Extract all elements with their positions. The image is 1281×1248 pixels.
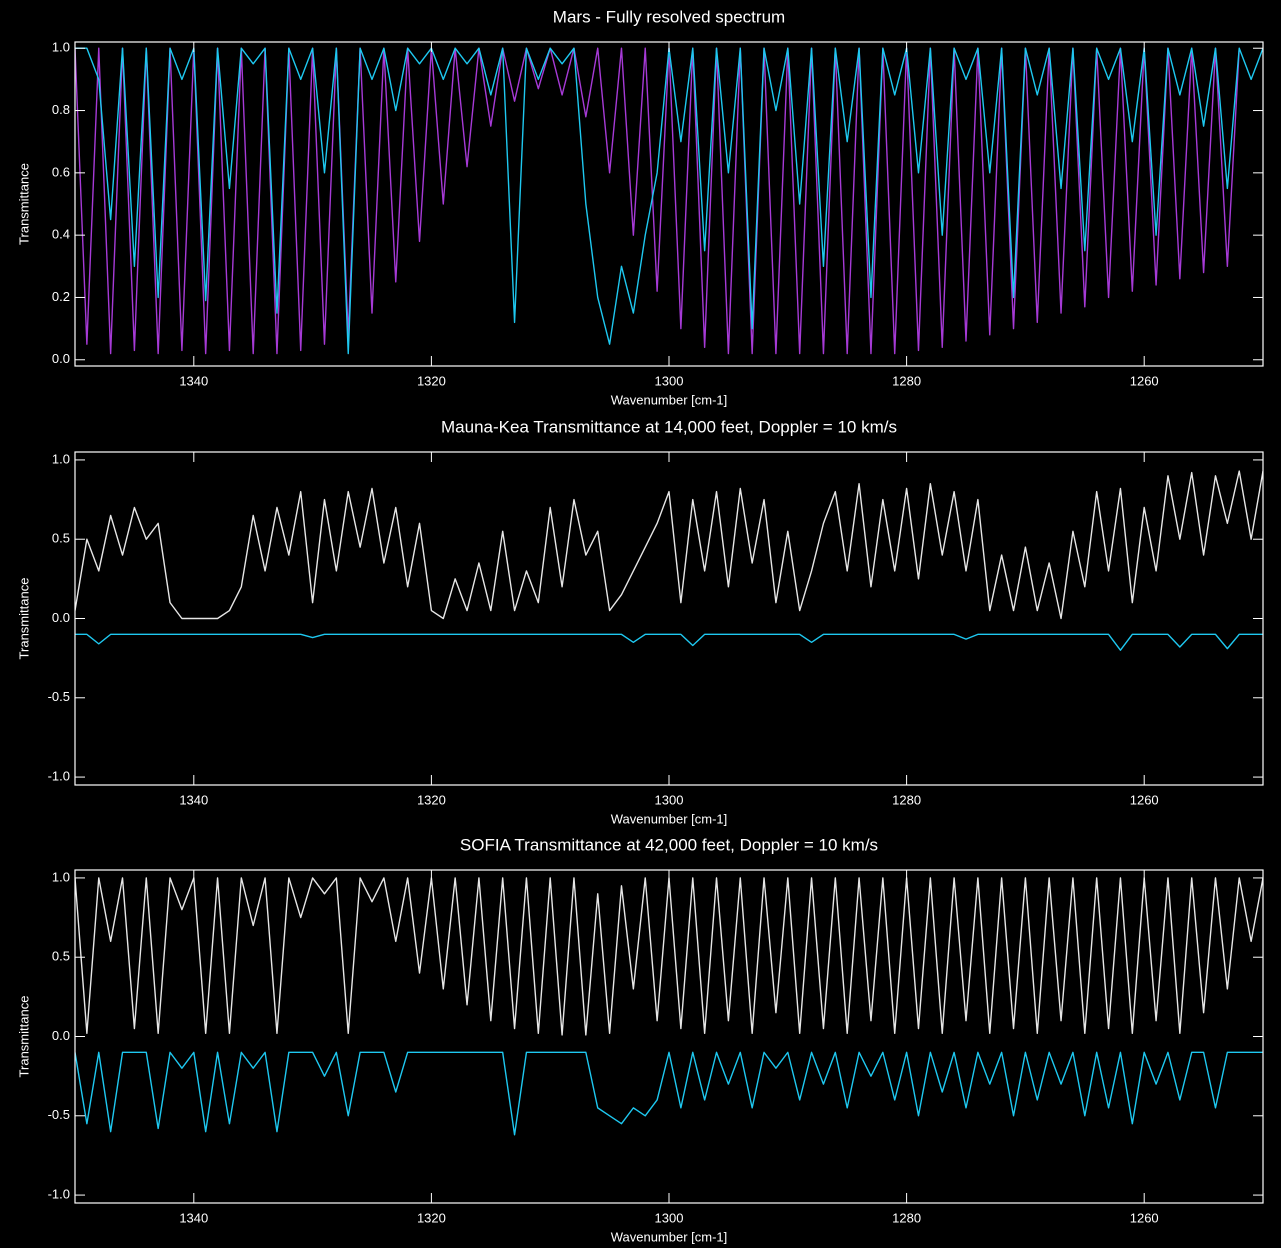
y-tick-label: -0.5 xyxy=(48,1107,70,1122)
spectrum-line xyxy=(75,633,1263,651)
y-tick-label: 0.8 xyxy=(52,102,70,117)
x-axis-label: Wavenumber [cm-1] xyxy=(611,392,728,407)
x-tick-label: 1320 xyxy=(417,792,446,807)
x-tick-label: 1300 xyxy=(655,373,684,388)
y-tick-label: -1.0 xyxy=(48,769,70,784)
y-tick-label: 0.5 xyxy=(52,949,70,964)
spectrum-line xyxy=(75,877,1263,1036)
plot-frame xyxy=(74,41,1264,367)
chart-title: SOFIA Transmittance at 42,000 feet, Dopp… xyxy=(460,835,878,854)
y-tick-label: 0.0 xyxy=(52,1028,70,1043)
x-tick-label: 1260 xyxy=(1130,1210,1159,1225)
x-tick-label: 1340 xyxy=(179,1210,208,1225)
spectrum-line xyxy=(75,470,1263,620)
y-tick-label: 1.0 xyxy=(52,40,70,55)
x-tick-label: 1300 xyxy=(655,792,684,807)
x-tick-label: 1340 xyxy=(179,792,208,807)
chart-title: Mauna-Kea Transmittance at 14,000 feet, … xyxy=(441,417,897,436)
plot-frame xyxy=(74,451,1264,786)
chart-title: Mars - Fully resolved spectrum xyxy=(553,7,785,26)
x-tick-label: 1280 xyxy=(892,792,921,807)
x-axis-label: Wavenumber [cm-1] xyxy=(611,811,728,826)
y-tick-label: 0.0 xyxy=(52,351,70,366)
y-tick-label: 0.5 xyxy=(52,531,70,546)
spectrum-line xyxy=(75,1051,1263,1136)
y-tick-label: 0.6 xyxy=(52,164,70,179)
x-tick-label: 1260 xyxy=(1130,792,1159,807)
plot-frame xyxy=(74,869,1264,1204)
y-tick-label: 1.0 xyxy=(52,869,70,884)
y-tick-label: 0.0 xyxy=(52,610,70,625)
x-tick-label: 1280 xyxy=(892,1210,921,1225)
y-tick-label: 0.2 xyxy=(52,289,70,304)
y-tick-label: -0.5 xyxy=(48,689,70,704)
x-axis-label: Wavenumber [cm-1] xyxy=(611,1229,728,1244)
x-tick-label: 1320 xyxy=(417,373,446,388)
spectrum-line xyxy=(75,47,1263,355)
x-tick-label: 1340 xyxy=(179,373,208,388)
x-tick-label: 1320 xyxy=(417,1210,446,1225)
x-tick-label: 1300 xyxy=(655,1210,684,1225)
y-axis-label: Transmittance xyxy=(16,996,31,1078)
x-tick-label: 1280 xyxy=(892,373,921,388)
x-tick-label: 1260 xyxy=(1130,373,1159,388)
y-axis-label: Transmittance xyxy=(16,578,31,660)
y-tick-label: 1.0 xyxy=(52,451,70,466)
spectrum-line xyxy=(75,47,1240,355)
y-tick-label: -1.0 xyxy=(48,1187,70,1202)
y-tick-label: 0.4 xyxy=(52,227,70,242)
y-axis-label: Transmittance xyxy=(16,163,31,245)
